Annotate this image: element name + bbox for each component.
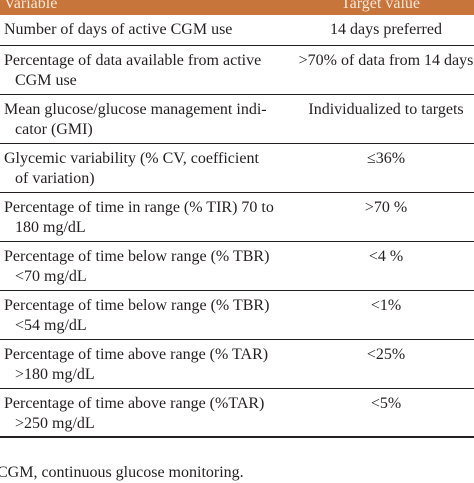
- table-row: Number of days of active CGM use 14 days…: [0, 15, 474, 46]
- target-cell: >70 %: [364, 199, 408, 216]
- target-cell: 14 days preferred: [330, 21, 442, 38]
- variable-cell: Glycemic variability (% CV, coefficient …: [4, 149, 304, 189]
- variable-line-continued: cator (GMI): [15, 121, 93, 138]
- variable-line: Percentage of time above range (% TAR): [4, 346, 269, 363]
- variable-cell: Percentage of data available from active…: [4, 51, 304, 91]
- variable-line: Percentage of time below range (% TBR): [4, 248, 270, 265]
- target-cell: <4 %: [368, 248, 404, 265]
- variable-cell: Percentage of time below range (% TBR) <…: [4, 296, 304, 336]
- variable-line: Percentage of time above range (%TAR): [4, 395, 265, 412]
- variable-line-continued: CGM use: [15, 72, 77, 89]
- variable-line: Number of days of active CGM use: [4, 21, 233, 38]
- table-footnote: CGM, continuous glucose monitoring.: [0, 464, 244, 481]
- variable-line-continued: >180 mg/dL: [15, 366, 95, 383]
- variable-line: Mean glucose/glucose management indi-: [4, 101, 267, 118]
- variable-line: Percentage of time below range (% TBR): [4, 297, 270, 314]
- target-cell: <25%: [366, 346, 406, 363]
- target-cell: <1%: [370, 297, 402, 314]
- variable-line-continued: of variation): [15, 170, 95, 187]
- variable-line-continued: 180 mg/dL: [15, 219, 86, 236]
- variable-line-continued: <70 mg/dL: [15, 268, 87, 285]
- variable-cell: Percentage of time below range (% TBR) <…: [4, 247, 304, 287]
- table-row: Percentage of data available from active…: [0, 46, 474, 95]
- table-row: Percentage of time below range (% TBR) <…: [0, 291, 474, 340]
- target-cell: >70% of data from 14 days: [298, 52, 474, 69]
- variable-cell: Mean glucose/glucose management indi- ca…: [4, 100, 304, 140]
- variable-cell: Percentage of time above range (%TAR) >2…: [4, 394, 304, 434]
- table-body: Number of days of active CGM use 14 days…: [0, 15, 474, 438]
- variable-cell: Percentage of time in range (% TIR) 70 t…: [4, 198, 304, 238]
- table-row: Glycemic variability (% CV, coefficient …: [0, 144, 474, 193]
- table-row: Mean glucose/glucose management indi- ca…: [0, 95, 474, 144]
- table-row: Percentage of time in range (% TIR) 70 t…: [0, 193, 474, 242]
- target-cell: <5%: [370, 395, 402, 412]
- target-cell: ≤36%: [366, 150, 406, 167]
- table-row: Percentage of time below range (% TBR) <…: [0, 242, 474, 291]
- variable-line: Percentage of data available from active: [4, 52, 262, 69]
- variable-line: Percentage of time in range (% TIR) 70 t…: [4, 199, 274, 216]
- variable-line-continued: >250 mg/dL: [15, 415, 95, 432]
- target-cell: Individualized to targets: [308, 101, 464, 118]
- column-header-variable: Variable: [4, 0, 58, 12]
- variable-line-continued: <54 mg/dL: [15, 317, 87, 334]
- variable-cell: Percentage of time above range (% TAR) >…: [4, 345, 304, 385]
- table-row: Percentage of time above range (%TAR) >2…: [0, 389, 474, 438]
- variable-line: Glycemic variability (% CV, coefficient: [4, 150, 259, 167]
- variable-cell: Number of days of active CGM use: [4, 20, 304, 40]
- table-row: Percentage of time above range (% TAR) >…: [0, 340, 474, 389]
- column-header-target: Target value: [341, 0, 420, 12]
- table-header: [0, 0, 474, 15]
